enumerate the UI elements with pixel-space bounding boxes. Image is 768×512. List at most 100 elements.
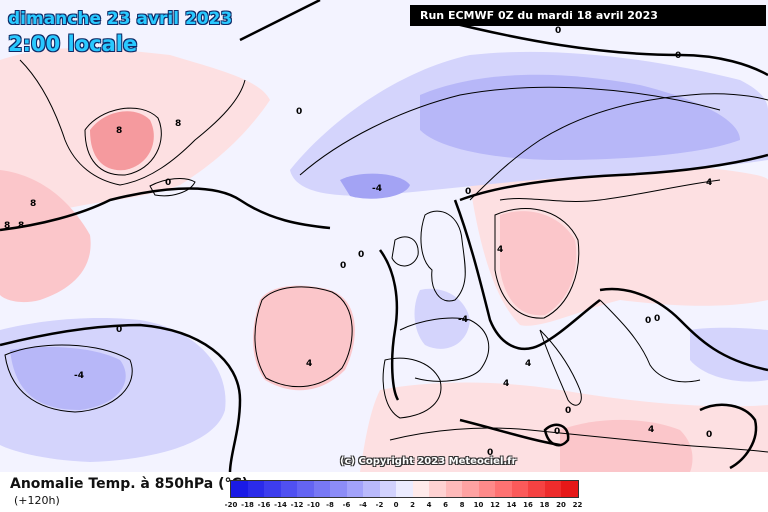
- contour-zero-north: [239, 0, 321, 42]
- color-swatch: [313, 481, 330, 497]
- color-swatch: [247, 481, 264, 497]
- color-swatch: [462, 481, 479, 497]
- forecast-time: 2:00 locale: [8, 32, 138, 56]
- warm-area-greenland-core: [90, 111, 154, 171]
- contour-zero-sardinia: [543, 423, 570, 447]
- forecast-date: dimanche 23 avril 2023: [8, 9, 233, 29]
- warm-area-germany: [500, 211, 577, 316]
- scale-tick-label: -10: [307, 501, 320, 509]
- color-swatch: [544, 481, 561, 497]
- contour-label: 0: [675, 51, 681, 61]
- zero-contours: [0, 0, 768, 472]
- cold-area-north-sea: [340, 173, 410, 199]
- contour-label: 0: [706, 430, 712, 440]
- contour-label: 4: [525, 359, 531, 369]
- contour-label: 0: [565, 406, 571, 416]
- contour-label: 8: [4, 221, 10, 231]
- baltic-coast: [499, 179, 721, 202]
- scale-tick-label: -14: [274, 501, 287, 509]
- contour-label: 0: [296, 107, 302, 117]
- contour-label: 0: [555, 26, 561, 36]
- scale-tick-label: 20: [556, 501, 566, 509]
- color-swatch: [561, 481, 578, 497]
- contour-zero-atlantic: [0, 323, 242, 472]
- legend-panel: Anomalie Temp. à 850hPa (°C) (+120h) -20…: [0, 472, 768, 512]
- color-swatch: [280, 481, 297, 497]
- contour-zero-arctic: [439, 18, 768, 77]
- legend-lead-time: (+120h): [14, 494, 60, 507]
- contour-zero-turkey: [699, 403, 758, 470]
- cold-area-east: [690, 327, 768, 382]
- scale-tick-label: 6: [443, 501, 448, 509]
- contour-positive-greenland: [84, 107, 162, 176]
- balkans-coast: [599, 299, 701, 383]
- scale-tick-label: 18: [539, 501, 550, 509]
- scale-tick-label: 8: [459, 501, 465, 509]
- contour-label: -4: [458, 315, 468, 325]
- contour-positive-europe: [494, 208, 580, 319]
- color-swatch: [264, 481, 281, 497]
- cold-area-scandinavia-core: [420, 74, 740, 160]
- color-swatch: [478, 481, 495, 497]
- contour-label: 0: [340, 261, 346, 271]
- contour-label: 8: [18, 221, 24, 231]
- color-swatch: [231, 481, 248, 497]
- warm-area-labrador: [0, 170, 91, 303]
- contour-label: 0: [358, 250, 364, 260]
- color-swatch: [412, 481, 429, 497]
- color-swatch: [528, 481, 545, 497]
- contour-zero-greenland: [0, 187, 331, 232]
- color-swatch: [363, 481, 380, 497]
- scale-tick-label: 2: [410, 501, 415, 509]
- contour-zero-scandinavia: [459, 153, 768, 202]
- contour-label: 4: [497, 245, 503, 255]
- contour-label: 0: [487, 448, 493, 458]
- africa-coast: [389, 427, 768, 453]
- contour-zero-europe: [453, 199, 601, 351]
- scale-tick-label: -18: [241, 501, 254, 509]
- scale-tick-label: -16: [257, 501, 271, 509]
- color-swatch: [511, 481, 528, 497]
- scale-tick-label: 16: [523, 501, 533, 509]
- contour-label: 0: [165, 178, 171, 188]
- color-swatch: [379, 481, 396, 497]
- color-swatch: [346, 481, 363, 497]
- scale-tick-label: -8: [326, 501, 334, 509]
- contour-zero-balkans: [599, 287, 768, 372]
- scale-tick-label: 4: [426, 501, 432, 509]
- contour-label: 4: [648, 425, 654, 435]
- france-coast: [399, 317, 490, 382]
- color-scale-ticks: -20 -18 -16 -14 -12 -10 -8 -6 -4 -2 0 2 4 6 8 10 12 14 16 1…: [225, 501, 583, 511]
- anomaly-contours: [4, 86, 721, 413]
- iberia-coast: [382, 357, 442, 419]
- contour-label: 0: [645, 316, 651, 326]
- contour-label: 4: [706, 178, 712, 188]
- coastlines: [19, 59, 768, 453]
- color-swatch: [297, 481, 314, 497]
- contour-label: 0: [465, 187, 471, 197]
- warm-area-mid-atlantic: [253, 285, 355, 391]
- legend-title: Anomalie Temp. à 850hPa (°C): [10, 476, 249, 492]
- color-swatch: [495, 481, 512, 497]
- color-swatch: [445, 481, 462, 497]
- scale-tick-label: 10: [473, 501, 484, 509]
- scale-tick-label: -20: [224, 501, 238, 509]
- scale-tick-label: -4: [359, 501, 367, 509]
- greenland-coast: [19, 59, 246, 186]
- contour-zero-africa: [459, 418, 561, 447]
- color-swatch: [396, 481, 413, 497]
- color-scale-bar: [230, 480, 579, 498]
- scale-tick-label: 12: [490, 501, 500, 509]
- contour-positive-midatlantic: [254, 286, 353, 388]
- contour-label: -4: [372, 184, 382, 194]
- contour-label: 4: [306, 359, 312, 369]
- model-run-label: Run ECMWF 0Z du mardi 18 avril 2023: [410, 5, 766, 26]
- contour-label: 4: [503, 379, 509, 389]
- iceland-coast: [149, 178, 196, 197]
- contour-label: 8: [30, 199, 36, 209]
- contour-label: 0: [554, 427, 560, 437]
- contour-negative-scandinavia: [299, 86, 721, 176]
- contour-zero-uk: [378, 249, 400, 401]
